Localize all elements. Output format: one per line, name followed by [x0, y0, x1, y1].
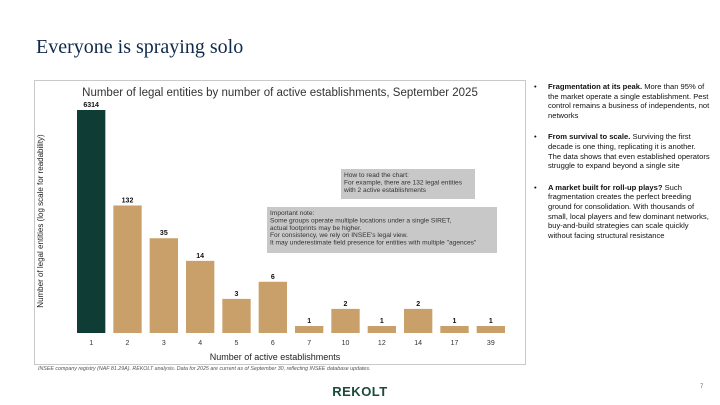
bullet-heading: Fragmentation at its peak.: [548, 82, 643, 91]
x-tick-label: 6: [271, 340, 275, 347]
bar-value-label: 1: [489, 318, 493, 325]
bar-value-label: 1: [380, 318, 384, 325]
bar-39: [476, 326, 506, 333]
x-tick-label: 4: [198, 340, 202, 347]
x-tick-label: 7: [307, 340, 311, 347]
rekolt-logo: REKOLT: [332, 384, 388, 399]
x-tick-label: 2: [126, 340, 130, 347]
note-line: with 2 active establishments: [343, 187, 427, 194]
note-line: actual footprints may be higher.: [270, 225, 362, 232]
bullet-dot-icon: •: [534, 82, 537, 91]
bar-value-label: 3: [235, 291, 239, 298]
bar-4: [185, 260, 215, 333]
bar-value-label: 132: [122, 197, 134, 204]
bar-6: [258, 281, 288, 333]
note-line: Important note:: [270, 210, 315, 217]
bar-12: [367, 326, 397, 333]
x-tick-label: 14: [414, 340, 422, 347]
note-line: How to read the chart:: [344, 172, 409, 179]
bar-3: [149, 238, 179, 333]
note-line: It may underestimate field presence for …: [270, 240, 477, 247]
bullet-item: • A market built for roll-up plays? Such …: [534, 183, 710, 241]
bullet-item: • Fragmentation at its peak. More than 95…: [534, 82, 710, 120]
chart-frame: Number of legal entities by number of ac…: [34, 80, 526, 365]
bar-value-label: 2: [344, 301, 348, 308]
bar-17: [440, 326, 469, 333]
note-line: For example, there are 132 legal entitie…: [344, 179, 463, 186]
x-axis-label: Number of active establishments: [210, 352, 341, 362]
x-tick-label: 5: [235, 340, 239, 347]
bar-value-label: 1: [307, 318, 311, 325]
bar-value-label: 2: [416, 301, 420, 308]
slide-title: Everyone is spraying solo: [36, 36, 244, 58]
bar-5: [222, 298, 251, 333]
bullet-item: • From survival to scale. Surviving the f…: [534, 132, 710, 170]
note-how-to-read: How to read the chart:For example, there…: [341, 169, 475, 199]
bar-value-label: 6314: [83, 102, 99, 109]
chart-title: Number of legal entities by number of ac…: [82, 87, 478, 99]
source-note: INSEE company registry (NAF 81.29A). REK…: [38, 366, 371, 372]
bar-value-label: 1: [453, 318, 457, 325]
note-background: [341, 169, 475, 199]
bar-value-label: 14: [196, 253, 204, 260]
note-line: For consistency, we rely on INSEE's lega…: [270, 232, 408, 239]
x-tick-label: 12: [378, 340, 386, 347]
bar-2: [113, 205, 142, 333]
bullet-dot-icon: •: [534, 182, 537, 192]
bar-value-label: 35: [160, 230, 168, 237]
bullet-body: More than 95% of the market operate a si…: [548, 82, 710, 120]
bar-7: [294, 326, 324, 333]
x-tick-label: 1: [89, 340, 93, 347]
x-tick-label: 10: [342, 340, 350, 347]
note-line: Some groups operate multiple locations u…: [270, 217, 452, 224]
bullet-body: Surviving the first decade is one thing,…: [548, 132, 710, 171]
x-tick-label: 3: [162, 340, 166, 347]
x-tick-label: 39: [487, 340, 495, 347]
bullet-body: Such fragmentation creates the perfect b…: [548, 182, 709, 240]
x-tick-label: 17: [451, 340, 459, 347]
bullet-heading: From survival to scale.: [548, 132, 631, 142]
y-axis-label: Number of legal entities (log scale for …: [36, 134, 45, 308]
bullet-dot-icon: •: [534, 132, 537, 142]
bar-1: [76, 110, 106, 333]
bullet-heading: A market built for roll-up plays?: [548, 182, 663, 192]
bullet-list: • Fragmentation at its peak. More than 95…: [534, 82, 710, 252]
note-important: Important note:Some groups operate multi…: [267, 207, 497, 253]
bar-value-label: 6: [271, 274, 275, 281]
bar-14: [403, 308, 433, 333]
note-background: [267, 207, 497, 253]
page-number: 7: [700, 384, 704, 390]
bar-10: [331, 308, 360, 333]
